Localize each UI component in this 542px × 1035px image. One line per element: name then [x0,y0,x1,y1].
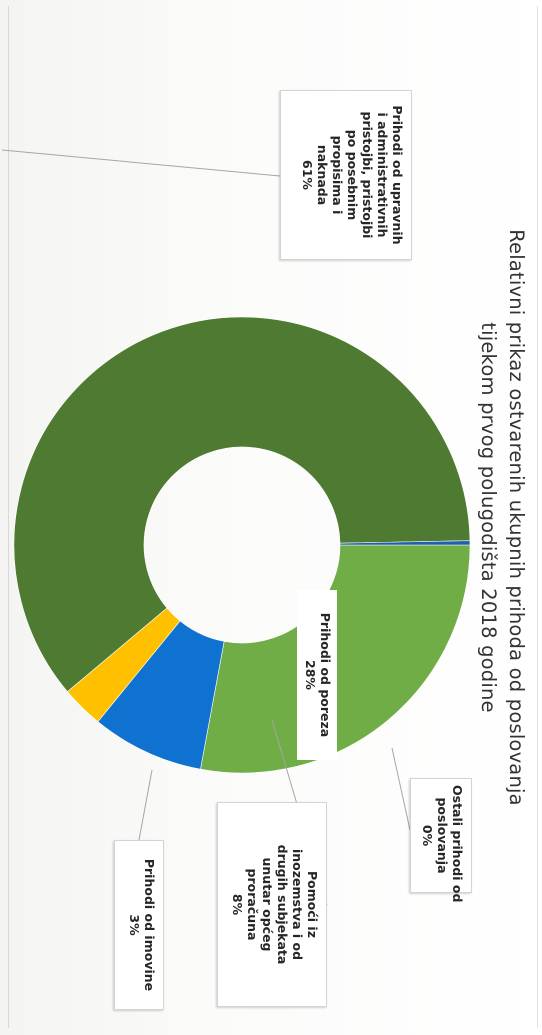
label-pomoci-line-1: Pomoći iz [305,871,320,938]
label-imovine-line-2: 3% [127,914,142,936]
label-upravnih-line-5: propisima i [330,135,345,215]
label-ostali-line-2: poslovanja [435,797,450,874]
label-upravnih-line-7: 61% [300,160,315,190]
label-pomoci: Pomoći iz inozemstva i od drugih subjeka… [217,802,327,1007]
label-upravnih-line-3: pristojbi, pristojbi [360,111,375,239]
label-upravnih-line-2: i administrativnih [375,112,390,238]
slice-upravnih [13,316,471,693]
label-ostali-line-3: 0% [420,824,435,847]
label-pomoci-line-5: proračuna [245,868,260,941]
label-poreza: Prihodi od poreza 28% [297,590,337,760]
chart-frame [8,6,538,1028]
label-ostali-prihodi: Ostali prihodi od poslovanja 0% [410,778,472,903]
slice-ostali [339,540,471,546]
label-upravnih-prihodi: Prihodi od upravnih i administrativnih p… [280,90,412,260]
label-poreza-line-2: 28% [303,660,318,690]
label-ostali-line-1: Ostali prihodi od [450,785,465,903]
label-pomoci-line-3: drugih subjekata [275,844,290,965]
label-pomoci-line-2: inozemstva i od [290,848,305,961]
label-imovine-line-1: Prihodi od imovine [142,858,157,992]
label-upravnih-line-6: naknada [315,144,330,206]
label-pomoci-line-6: 8% [230,893,245,916]
leader-imovine [138,769,153,841]
leader-upravnih [1,149,281,177]
label-pomoci-line-4: unutar općeg [260,857,275,952]
label-upravnih-line-4: po posebnim [345,129,360,221]
label-imovine: Prihodi od imovine 3% [114,840,164,1010]
leader-ostali [391,747,411,831]
label-upravnih-line-1: Prihodi od upravnih [390,105,405,245]
label-poreza-line-1: Prihodi od poreza [318,612,333,738]
